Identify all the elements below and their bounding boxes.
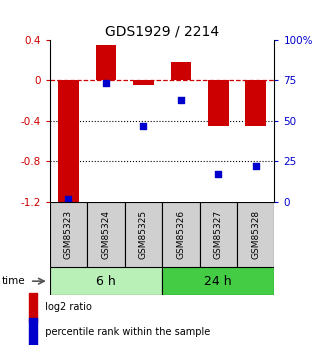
FancyBboxPatch shape (87, 202, 125, 267)
Text: GSM85327: GSM85327 (214, 210, 223, 259)
Bar (133, 80, 154, 85)
Text: percentile rank within the sample: percentile rank within the sample (39, 327, 210, 337)
FancyBboxPatch shape (237, 202, 274, 267)
Point (178, 97, 183, 102)
Bar (208, 80, 229, 126)
Point (141, 123, 146, 128)
Point (216, 171, 221, 177)
Bar (58, 80, 79, 202)
FancyBboxPatch shape (162, 202, 200, 267)
FancyBboxPatch shape (50, 267, 162, 295)
Bar (96, 45, 116, 80)
Bar (170, 62, 191, 80)
Text: GSM85328: GSM85328 (251, 210, 260, 259)
Text: 24 h: 24 h (204, 275, 232, 288)
Text: 6 h: 6 h (96, 275, 116, 288)
Bar (29, 318, 37, 345)
FancyBboxPatch shape (200, 202, 237, 267)
Text: GSM85326: GSM85326 (176, 210, 185, 259)
Bar (246, 80, 266, 126)
Text: GSM85324: GSM85324 (101, 210, 110, 259)
FancyBboxPatch shape (162, 267, 274, 295)
FancyBboxPatch shape (125, 202, 162, 267)
Point (103, 81, 108, 86)
Text: GSM85323: GSM85323 (64, 210, 73, 259)
FancyBboxPatch shape (50, 202, 87, 267)
Bar (29, 293, 37, 322)
Point (66, 196, 71, 201)
Text: time: time (2, 276, 25, 286)
Text: log2 ratio: log2 ratio (39, 303, 92, 313)
Title: GDS1929 / 2214: GDS1929 / 2214 (105, 24, 219, 39)
Text: GSM85325: GSM85325 (139, 210, 148, 259)
Point (253, 164, 258, 169)
